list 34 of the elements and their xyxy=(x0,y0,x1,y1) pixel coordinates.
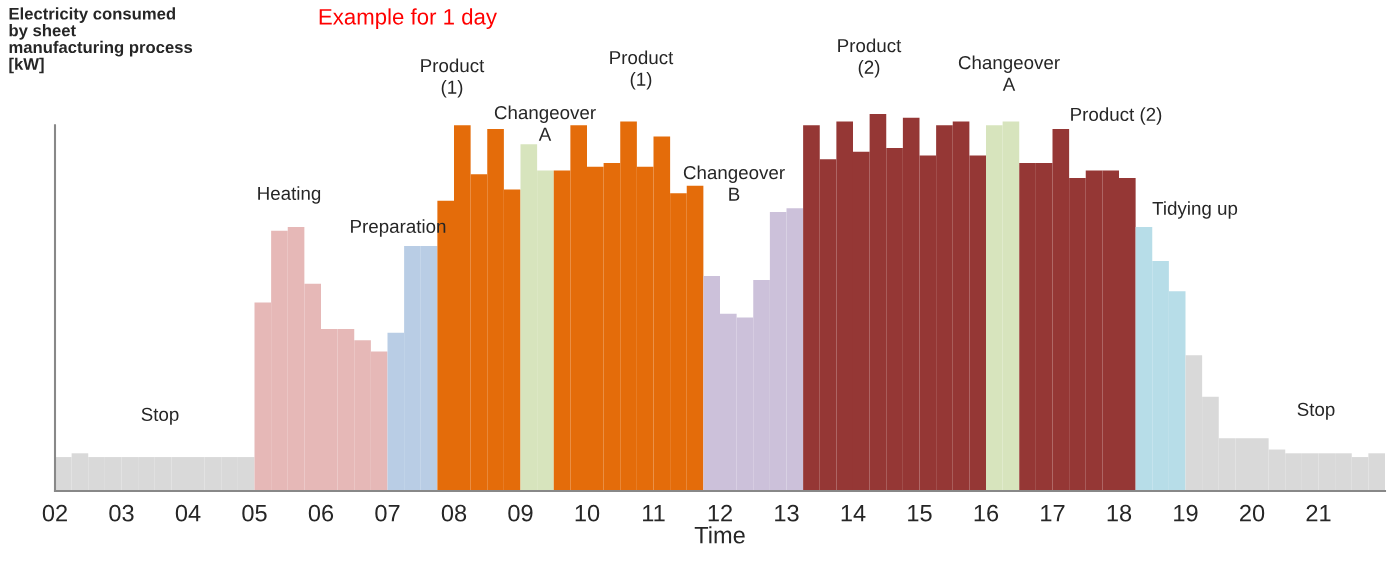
x-tick-label: 09 xyxy=(508,504,533,522)
x-tick-label: 10 xyxy=(575,504,600,522)
x-tick-label: 03 xyxy=(109,504,134,522)
x-tick-label: 07 xyxy=(375,504,400,522)
x-tick-label: 05 xyxy=(242,504,267,522)
x-tick-label: 11 xyxy=(643,505,665,522)
text: Product (2) xyxy=(838,38,902,78)
x-tick-label: 21 xyxy=(1306,504,1331,522)
annotation: Stop xyxy=(141,407,179,425)
text: Product (1) xyxy=(610,50,674,90)
annotation: Changeover A xyxy=(494,105,596,141)
chart-title: Example for 1 day xyxy=(319,8,497,30)
x-tick-label: 06 xyxy=(308,504,334,522)
x-tick-label: 16 xyxy=(974,504,999,522)
x-tick-label: 04 xyxy=(175,504,201,522)
x-tick-label: 02 xyxy=(42,504,67,522)
x-tick-label: 15 xyxy=(908,505,932,522)
text: Product (1) xyxy=(421,58,485,98)
annotation: Tidying up xyxy=(1152,201,1238,219)
annotation: Changeover B xyxy=(683,165,785,201)
x-tick-label: 17 xyxy=(1041,505,1065,522)
x-tick-label: 08 xyxy=(441,504,467,522)
annotation: Stop xyxy=(1297,402,1335,420)
annotation: Heating xyxy=(258,186,321,204)
x-tick-label: 19 xyxy=(1174,504,1198,522)
x-tick-label: 12 xyxy=(708,504,732,522)
y-axis-title: Electricity consumed by sheet manufacturing process [kW] xyxy=(9,7,193,74)
x-axis-title: Time xyxy=(694,526,745,544)
x-tick-label: 13 xyxy=(775,504,799,522)
x-tick-label: 14 xyxy=(841,505,866,522)
x-tick-label: 18 xyxy=(1107,504,1132,522)
x-tick-label: 20 xyxy=(1240,504,1265,522)
text: Changeover A xyxy=(958,55,1060,91)
annotation: Product (2) xyxy=(1071,107,1162,125)
